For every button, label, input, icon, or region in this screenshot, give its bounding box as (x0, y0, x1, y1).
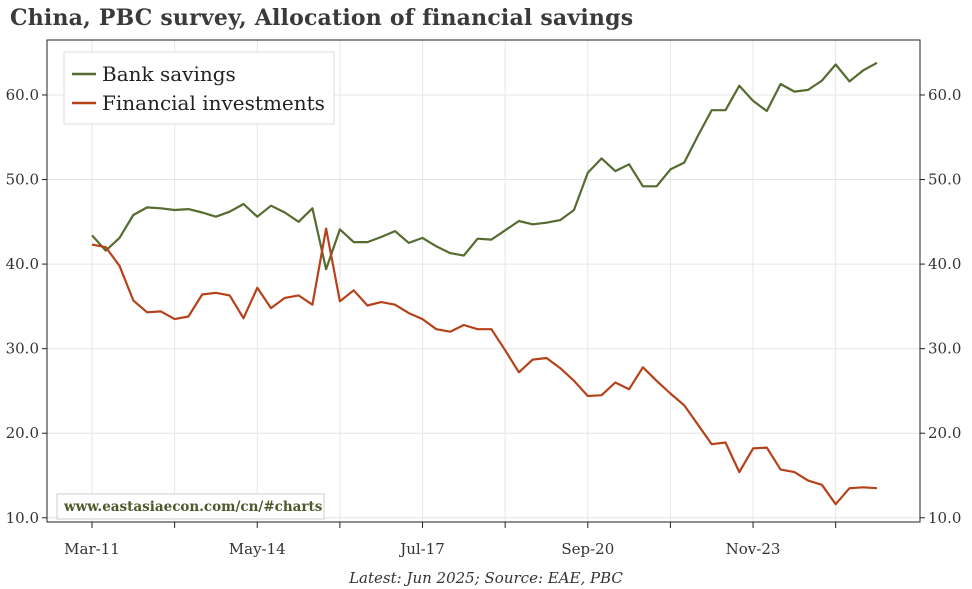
y-tick-label-right: 40.0 (928, 255, 961, 273)
y-tick-label-left: 20.0 (6, 424, 39, 442)
x-tick-label: May-14 (229, 540, 286, 558)
x-tick-label: Jul-17 (398, 540, 445, 558)
watermark-box: www.eastasiaecon.com/cn/#charts (56, 493, 325, 520)
y-axis-right: 10.0 20.0 30.0 40.0 50.0 60.0 (920, 86, 961, 527)
y-tick-label-right: 10.0 (928, 509, 961, 527)
y-tick-label-left: 50.0 (6, 171, 39, 189)
source-note: Latest: Jun 2025; Source: EAE, PBC (348, 569, 623, 587)
x-tick-label: Sep-20 (561, 540, 614, 558)
x-tick-label: Nov-23 (726, 540, 781, 558)
legend-label-financial-investments: Financial investments (102, 91, 325, 115)
series-line-financial-investments (91, 227, 878, 506)
legend-label-bank-savings: Bank savings (102, 62, 236, 86)
y-tick-label-right: 30.0 (928, 340, 961, 358)
y-tick-label-left: 40.0 (6, 255, 39, 273)
y-tick-label-left: 30.0 (6, 340, 39, 358)
x-tick-label: Mar-11 (64, 540, 120, 558)
plot-frame (46, 39, 921, 523)
legend: Bank savings Financial investments (63, 51, 335, 125)
y-tick-label-right: 50.0 (928, 171, 961, 189)
y-tick-label-left: 60.0 (6, 86, 39, 104)
y-axis-left: 10.0 20.0 30.0 40.0 50.0 60.0 (6, 86, 47, 527)
series-line-bank-savings (91, 61, 878, 271)
x-axis: Mar-11 May-14 Jul-17 Sep-20 Nov-23 (64, 522, 837, 558)
y-tick-label-right: 20.0 (928, 424, 961, 442)
y-tick-label-right: 60.0 (928, 86, 961, 104)
legend-box (63, 51, 335, 125)
y-tick-label-left: 10.0 (6, 509, 39, 527)
chart-title: China, PBC survey, Allocation of financi… (10, 5, 634, 31)
watermark-text: www.eastasiaecon.com/cn/#charts (63, 499, 323, 515)
